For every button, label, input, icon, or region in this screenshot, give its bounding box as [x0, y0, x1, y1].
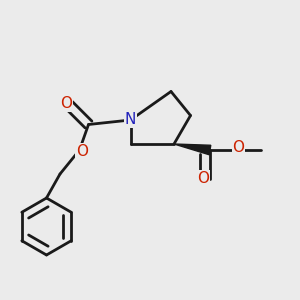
Text: O: O: [76, 144, 88, 159]
Text: O: O: [197, 171, 209, 186]
Polygon shape: [174, 144, 211, 155]
Text: N: N: [125, 112, 136, 128]
Text: O: O: [232, 140, 244, 154]
Text: O: O: [60, 96, 72, 111]
